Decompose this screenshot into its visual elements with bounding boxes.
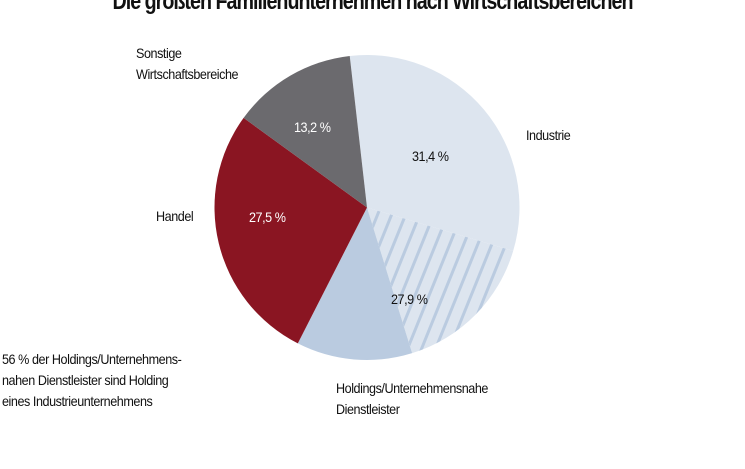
label-handel: Handel	[156, 208, 194, 224]
slice-holdings-unternehmensnahe-dienstleister-hatched	[367, 207, 514, 354]
slice-holdings-unternehmensnahe-dienstleister	[297, 207, 413, 361]
chart-title: Die größten Familienunternehmen nach Wir…	[112, 0, 633, 15]
value-label-handel: 27,5 %	[249, 209, 286, 225]
annotation-holdings: 56 % der Holdings/Unternehmens-nahen Die…	[2, 351, 182, 409]
value-label-sonstige: 13,2 %	[294, 119, 331, 135]
slice-handel	[214, 117, 367, 344]
label-industrie: Industrie	[526, 127, 571, 143]
value-label-holdings: 27,9 %	[391, 291, 428, 307]
label-holdings: Holdings/Unternehmensnahe Dienstleister	[336, 380, 488, 417]
value-label-industrie: 31,4 %	[412, 148, 449, 164]
label-sonstige: Sonstige Wirtschaftsbereiche	[136, 45, 239, 82]
slice-sonstige-wirtschaftsbereiche	[243, 55, 367, 208]
slice-industrie	[349, 55, 520, 251]
